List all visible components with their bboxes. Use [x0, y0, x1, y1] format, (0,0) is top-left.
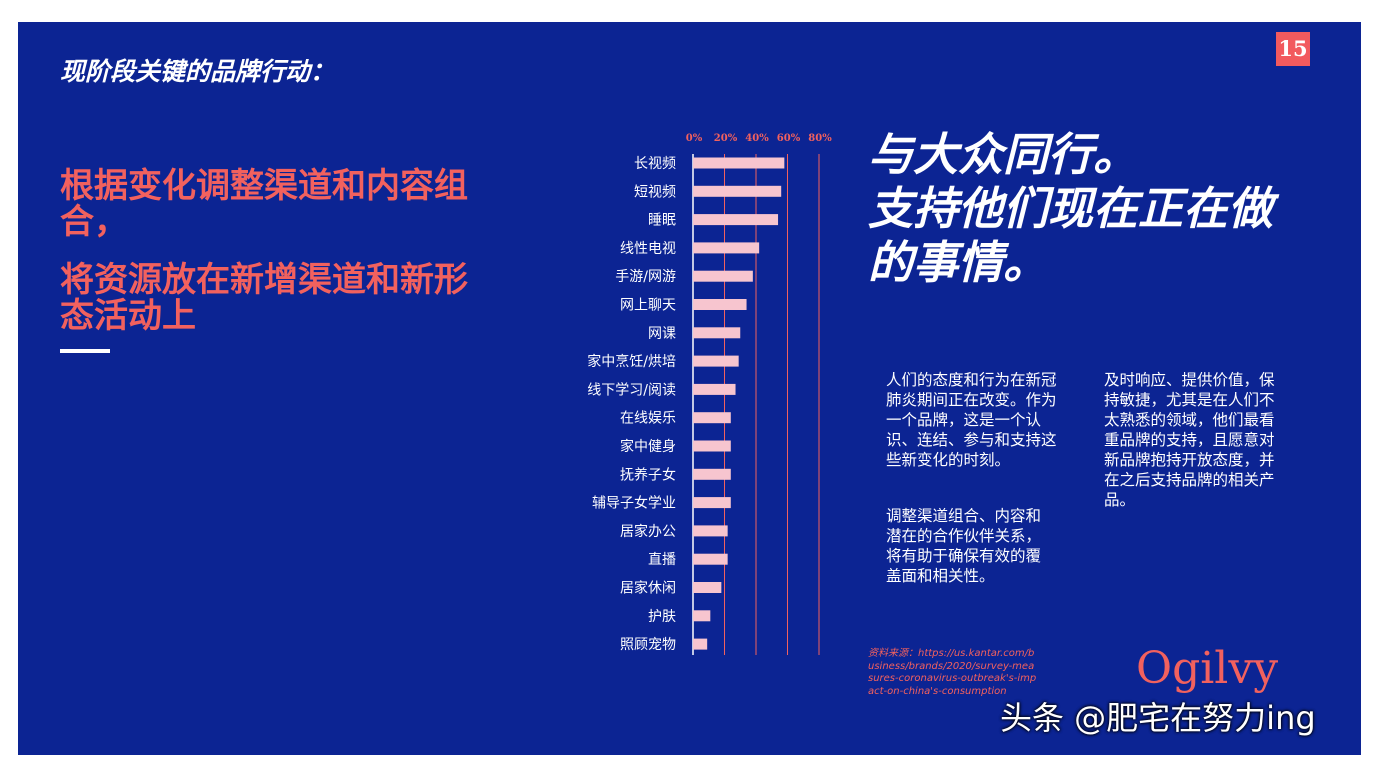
- bar: [693, 610, 711, 622]
- bar: [693, 327, 741, 339]
- category-label: 家中健身: [620, 438, 676, 455]
- ogilvy-logo: Ogilvy: [1136, 643, 1279, 694]
- paragraph-response: 及时响应、提供价值，保持敏捷，尤其是在人们不太熟悉的领域，他们最看重品牌的支持，…: [1104, 371, 1275, 509]
- section-heading: 现阶段关键的品牌行动：: [60, 57, 336, 86]
- bar: [693, 638, 708, 650]
- bar: [693, 214, 779, 226]
- bar: [693, 497, 731, 509]
- category-label: 线性电视: [620, 241, 676, 257]
- tick-label: 60%: [777, 133, 801, 144]
- category-label: 长视频: [634, 156, 676, 172]
- bar: [693, 355, 739, 367]
- category-label: 在线娱乐: [620, 411, 676, 427]
- category-label: 辅导子女学业: [592, 495, 676, 512]
- paragraph-channel: 调整渠道组合、内容和潜在的合作伙伴关系，将有助于确保有效的覆盖面和相关性。: [886, 507, 1042, 585]
- bar: [693, 582, 722, 593]
- category-label: 家中烹饪/烘培: [587, 353, 676, 370]
- category-label: 手游/网游: [615, 269, 676, 285]
- category-label: 网课: [648, 326, 676, 342]
- category-label: 抚养子女: [620, 466, 676, 483]
- headline-line-2: 支持他们现在正在做的事情。: [868, 182, 1274, 289]
- category-label: 居家办公: [620, 523, 676, 540]
- bar: [693, 242, 760, 254]
- watermark-text: 头条 @肥宅在努力ing: [1000, 699, 1316, 737]
- bar: [693, 412, 731, 424]
- category-label: 居家休闲: [620, 580, 676, 597]
- category-label: 直播: [648, 551, 676, 568]
- category-label: 照顾宠物: [620, 637, 676, 653]
- category-label: 网上聊天: [620, 298, 676, 314]
- bar: [693, 468, 731, 480]
- category-label: 睡眠: [648, 213, 676, 229]
- tick-label: 20%: [714, 133, 738, 144]
- bar: [693, 553, 728, 565]
- headline: 与大众同行。 支持他们现在正在做的事情。: [868, 128, 1308, 290]
- tick-label: 80%: [808, 133, 832, 144]
- paragraph-change: 人们的态度和行为在新冠肺炎期间正在改变。作为一个品牌，这是一个认识、连结、参与和…: [886, 371, 1057, 469]
- bar: [693, 270, 753, 282]
- category-label: 线下学习/阅读: [587, 381, 676, 398]
- page-number-badge: 15: [1276, 32, 1310, 66]
- headline-line-1: 与大众同行。: [868, 128, 1139, 181]
- red-title-1: 根据变化调整渠道和内容组合，: [60, 166, 468, 242]
- bar: [693, 299, 747, 310]
- tick-label: 40%: [745, 133, 769, 144]
- bar: [693, 383, 736, 395]
- bar: [693, 440, 731, 452]
- tick-label: 0%: [686, 133, 703, 144]
- category-label: 短视频: [634, 184, 676, 200]
- bar: [693, 157, 785, 169]
- bar: [693, 185, 782, 197]
- red-title-2: 将资源放在新增渠道和新形态活动上: [60, 260, 468, 336]
- bar: [693, 525, 728, 537]
- category-label: 护肤: [648, 609, 676, 625]
- source-citation: 资料来源：https://us.kantar.com/business/bran…: [868, 648, 1037, 697]
- divider-line: [60, 349, 110, 353]
- slide-background: [18, 22, 1361, 755]
